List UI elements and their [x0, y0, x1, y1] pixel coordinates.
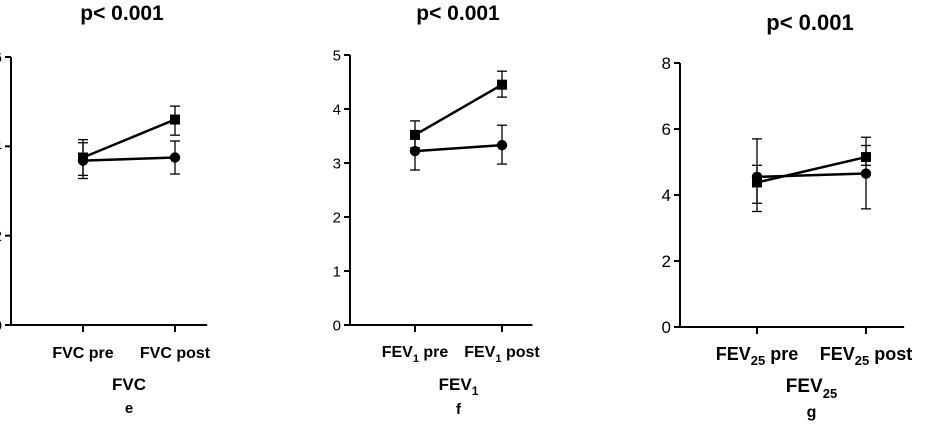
- data-point-square: [497, 79, 507, 90]
- x-axis-label: FEV1: [439, 375, 479, 398]
- y-tick-label: 4: [0, 139, 2, 156]
- data-point-circle: [169, 152, 181, 163]
- y-tick-label: 4: [333, 101, 341, 118]
- y-tick-label: 0: [0, 317, 2, 334]
- y-tick-label: 1: [333, 263, 341, 280]
- series-line: [756, 155, 867, 184]
- series-line: [414, 83, 503, 137]
- chart-title: p< 0.001: [416, 2, 500, 25]
- x-axis-label: FVC: [112, 375, 146, 394]
- y-tick-label: 0: [662, 318, 671, 337]
- series-line: [82, 118, 176, 159]
- x-tick-label: FEV25 pre: [716, 344, 799, 368]
- series-circle: [409, 124, 508, 171]
- y-tick-label: 2: [0, 228, 2, 245]
- chart-panel-f: p< 0.001 0 1 2 3 4 5 FEV1 pre FEV1 post FEV1 f: [333, 2, 541, 418]
- series-square: [410, 70, 507, 149]
- data-point-circle: [496, 139, 508, 151]
- y-tick-label: 2: [662, 252, 671, 271]
- x-tick-label: FEV25 post: [820, 344, 912, 368]
- y-tick-label: 4: [662, 186, 671, 205]
- x-tick-label: FEV1 post: [464, 344, 540, 365]
- data-point-circle: [751, 171, 763, 183]
- series-square: [78, 105, 180, 177]
- y-tick-label: 8: [662, 54, 671, 73]
- x-axis-label: FEV25: [786, 376, 837, 401]
- x-tick-label: FEV1 pre: [382, 344, 449, 365]
- x-tick-label: FVC post: [140, 345, 211, 362]
- y-tick-label: 2: [333, 209, 341, 226]
- panel-label: g: [807, 404, 817, 421]
- series-line: [414, 143, 503, 153]
- chart-panel-e: p< 0.001 0 2 4 6 FVC pre FVC post FVC e: [0, 2, 211, 417]
- data-point-circle: [860, 168, 872, 179]
- chart-title: p< 0.001: [766, 10, 853, 35]
- y-tick-label: 6: [0, 49, 2, 66]
- series-line: [82, 156, 176, 162]
- series-circle: [751, 138, 872, 210]
- chart-title: p< 0.001: [80, 2, 164, 25]
- data-point-circle: [409, 145, 421, 157]
- panel-label: f: [456, 401, 462, 418]
- series-circle: [77, 140, 181, 180]
- chart-panel-g: p< 0.001 0 2 4 6 8 FEV25 pre FEV25 post FEV25 g: [662, 10, 913, 421]
- y-tick-label: 3: [333, 155, 341, 172]
- y-tick-label: 0: [333, 317, 341, 334]
- y-tick-label: 5: [333, 47, 341, 64]
- data-point-square: [170, 114, 180, 125]
- series-line: [756, 172, 867, 179]
- data-point-circle: [77, 155, 89, 166]
- panel-label: e: [125, 400, 133, 417]
- x-tick-label: FVC pre: [52, 345, 113, 362]
- y-tick-label: 6: [662, 120, 671, 139]
